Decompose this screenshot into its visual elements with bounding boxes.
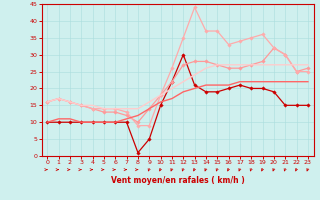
X-axis label: Vent moyen/en rafales ( km/h ): Vent moyen/en rafales ( km/h ) (111, 176, 244, 185)
